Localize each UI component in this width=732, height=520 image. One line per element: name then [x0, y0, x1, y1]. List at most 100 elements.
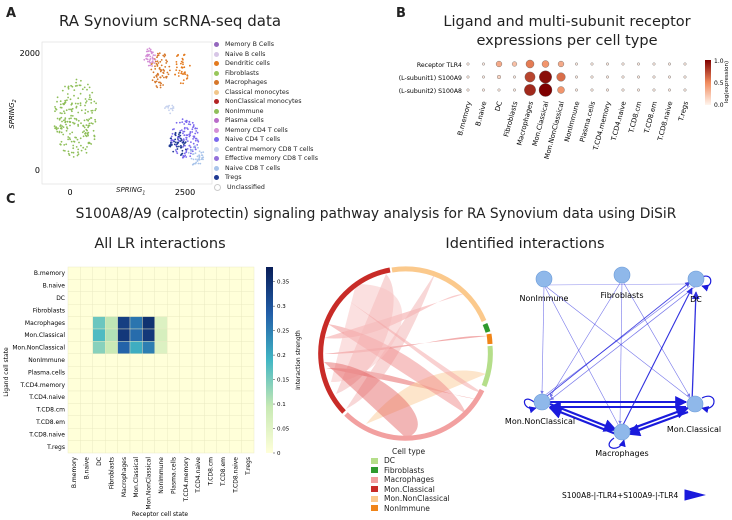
panel-b-letter: B — [396, 6, 406, 21]
legend-label: Fibroblasts — [225, 69, 259, 77]
scatter-legend-item: Naive CD4 T cells — [214, 135, 318, 145]
heatmap-cell — [191, 304, 205, 317]
scatter-point — [94, 118, 96, 121]
heatmap-cell — [142, 316, 155, 330]
scatter-point — [95, 102, 97, 105]
dotplot-dot — [668, 75, 671, 79]
scatter-point — [72, 144, 75, 147]
scatter-point — [156, 64, 159, 66]
scatter-point — [76, 138, 79, 141]
legend-label: Dendritic cells — [225, 60, 270, 68]
scatter-point — [191, 163, 194, 166]
heatmap-cell — [216, 266, 230, 280]
dotplot-row-label: (L-subunit1) S100A9 — [399, 75, 462, 82]
scatter-point — [147, 64, 150, 67]
panel-a-title: RA Synovium scRNA-seq data — [58, 12, 282, 30]
chord-legend-item: Mon.NonClassical — [371, 494, 450, 504]
heatmap-cell — [92, 316, 106, 330]
chord-legend-item: DC — [371, 456, 450, 466]
legend-arrow — [684, 489, 706, 501]
heatmap-cell — [191, 390, 205, 404]
scatter-point — [189, 155, 192, 158]
heatmap-cell — [216, 390, 230, 404]
dotplot-dot — [513, 75, 516, 79]
scatter-point — [191, 128, 194, 131]
scatter-point — [87, 83, 89, 86]
dotplot-dot — [621, 62, 625, 66]
dotplot-dot — [590, 62, 594, 66]
scatter-point — [180, 146, 182, 149]
heatmap-cell — [204, 316, 217, 330]
legend-label: Naive B cells — [225, 50, 266, 58]
chord-legend-title: Cell type — [392, 447, 426, 456]
dotplot-dot — [556, 72, 566, 82]
scatter-point — [196, 155, 199, 158]
heatmap-cell — [241, 291, 255, 305]
scatter-point — [179, 130, 182, 132]
heatmap-cell — [204, 427, 217, 441]
scatter-legend-item: NonImmune — [214, 107, 318, 117]
heatmap-cell — [228, 291, 242, 305]
heatmap-cell — [228, 279, 242, 292]
heatmap-cell — [80, 328, 94, 342]
scatter-point — [186, 140, 189, 142]
scatter-point — [59, 117, 61, 120]
scatter-point — [202, 156, 205, 159]
dotplot-dot — [637, 88, 640, 92]
heatmap-cell — [166, 440, 180, 454]
heatmap-cell — [117, 415, 131, 429]
scatter-point — [64, 121, 67, 124]
scatter-point — [88, 122, 91, 125]
scatter-point — [156, 56, 158, 59]
heatmap-cell — [241, 403, 255, 416]
heatmap-cell — [241, 304, 255, 317]
scatter-point — [66, 93, 69, 95]
dotplot-dot — [637, 75, 640, 79]
heatmap-cell — [117, 291, 131, 305]
scatter-point — [191, 150, 194, 153]
scatter-point — [94, 109, 97, 112]
heatmap-cell — [67, 279, 81, 292]
scatter-point — [80, 122, 82, 125]
scatter-point — [54, 107, 57, 110]
scatter-point — [84, 98, 87, 100]
scatter-point — [185, 77, 188, 80]
scatter-point — [175, 121, 178, 124]
scatter-point — [168, 109, 170, 112]
scatter-point — [183, 134, 186, 137]
edge — [543, 284, 696, 403]
scatter-point — [77, 153, 80, 156]
legend-dot — [214, 183, 221, 191]
dotplot-dot — [524, 84, 536, 96]
heatmap-cell — [228, 365, 242, 379]
legend-dot — [214, 42, 219, 48]
scatter-point — [190, 152, 192, 155]
chord-arc-dc — [481, 345, 493, 387]
scatter-point — [70, 140, 73, 143]
scatter-point — [151, 65, 154, 67]
scatter-point — [70, 84, 72, 87]
scatter-point — [89, 117, 92, 119]
scatter-point — [174, 149, 177, 151]
scatter-point — [90, 122, 93, 124]
scatter-ylabel: SPRING2 — [8, 99, 18, 128]
scatter-point — [192, 153, 194, 156]
scatter-point — [159, 86, 162, 89]
scatter-point — [191, 131, 194, 133]
heatmap-cell — [154, 427, 168, 441]
heatmap-cell — [216, 427, 230, 441]
scatter-point — [174, 141, 177, 144]
scatter-point — [156, 78, 159, 81]
heatmap-row-label: B.naive — [43, 283, 66, 290]
heatmap-cell — [142, 427, 155, 441]
scatter-point — [85, 101, 87, 104]
heatmap-cell — [92, 365, 106, 379]
legend-dot — [214, 137, 219, 143]
scatter-point — [163, 55, 166, 58]
dotplot-dot — [683, 75, 687, 79]
ribbon — [346, 299, 481, 393]
node-fibroblasts — [613, 266, 631, 284]
scatter-point — [162, 71, 165, 74]
scatter-point — [72, 121, 74, 124]
scatter-point — [87, 119, 90, 122]
